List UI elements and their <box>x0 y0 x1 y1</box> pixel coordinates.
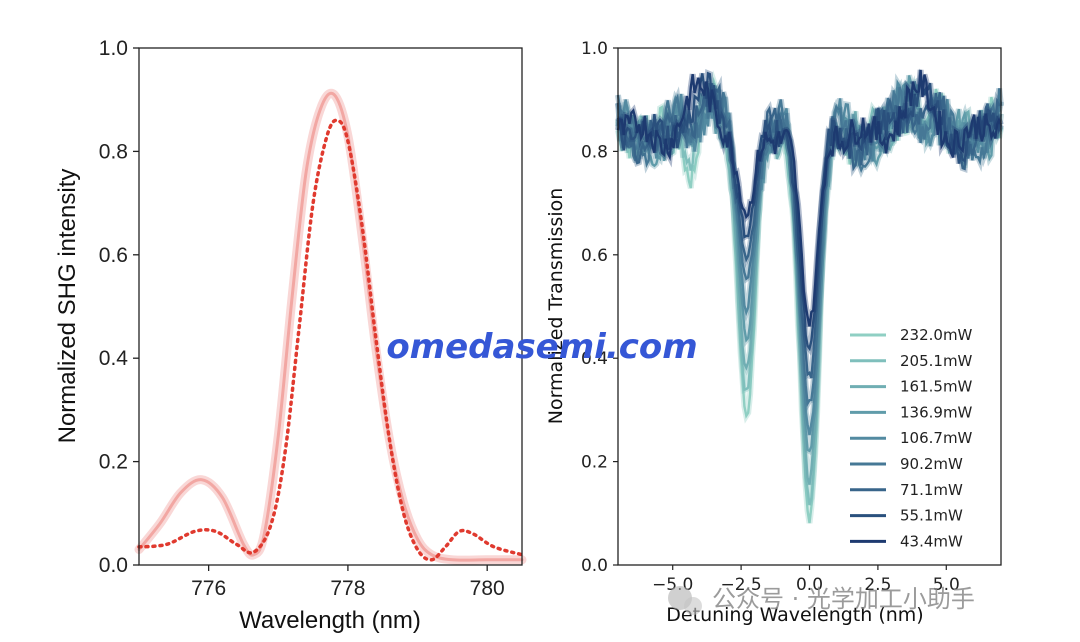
right-y-tick-label: 0.4 <box>581 349 608 369</box>
left-chart: 776 778 780 0.0 0.2 0.4 0.6 0.8 1.0 Wavelength … <box>54 37 527 634</box>
legend-label: 205.1mW <box>900 352 973 370</box>
left-x-tick-label: 780 <box>470 577 505 600</box>
left-x-ticks: 776 778 780 <box>191 565 505 600</box>
legend-label: 55.1mW <box>900 507 963 525</box>
right-chart: −5.0 −2.5 0.0 2.5 5.0 0.00.20.40.60.81.0 232… <box>545 39 1004 626</box>
right-y-tick-label: 0.6 <box>581 246 608 266</box>
left-x-axis-label: Wavelength (nm) <box>239 607 421 634</box>
wechat-logo-icon-2 <box>684 597 702 615</box>
left-x-tick-label: 778 <box>330 577 365 600</box>
left-y-tick-label: 1.0 <box>99 37 128 60</box>
left-series-measured-line <box>137 91 524 562</box>
left-y-ticks: 0.0 0.2 0.4 0.6 0.8 1.0 <box>99 37 139 577</box>
wechat-account-label: 公众号 · 光学加工小助手 <box>712 585 975 613</box>
left-series-simulation-line <box>137 118 524 562</box>
right-y-tick-label: 0.8 <box>581 142 608 162</box>
left-series-layer <box>134 88 527 565</box>
left-y-tick-label: 0.2 <box>99 451 128 474</box>
left-y-tick-label: 0.0 <box>99 554 128 577</box>
watermark-text: omedasemi.com <box>386 327 697 367</box>
right-x-axis-label: Detuning Wavelength (nm) <box>666 604 923 626</box>
legend-label: 136.9mW <box>900 403 973 421</box>
right-x-tick-label: −2.5 <box>720 575 761 595</box>
right-y-tick-label: 0.0 <box>581 556 608 576</box>
right-legend: 232.0mW 205.1mW 161.5mW 136.9mW 106.7mW 90.2m… <box>842 321 992 558</box>
left-y-tick-label: 0.6 <box>99 244 128 267</box>
right-x-tick-label: 0.0 <box>796 575 823 595</box>
left-y-tick-label: 0.8 <box>99 140 128 163</box>
right-y-ticks: 0.0 0.2 0.4 0.6 0.8 1.0 <box>581 39 618 576</box>
legend-label: 90.2mW <box>900 455 963 473</box>
left-x-tick-label: 776 <box>191 577 226 600</box>
right-series-line <box>616 69 1003 327</box>
right-x-tick-label: 2.5 <box>864 575 891 595</box>
left-y-axis-label: Normalized SHG intensity <box>54 169 81 444</box>
right-series-layer <box>615 68 1004 524</box>
legend-label: 43.4mW <box>900 532 963 550</box>
right-series-line <box>616 71 1003 352</box>
legend-label: 232.0mW <box>900 326 973 344</box>
right-x-tick-label: 5.0 <box>933 575 960 595</box>
legend-label: 71.1mW <box>900 481 963 499</box>
right-y-axis-label: Normalized Transmission <box>545 188 567 425</box>
legend-label: 106.7mW <box>900 429 973 447</box>
wechat-overlay: 公众号 · 光学加工小助手 <box>668 585 975 615</box>
right-y-tick-label: 1.0 <box>581 39 608 59</box>
legend-label: 161.5mW <box>900 378 973 396</box>
left-plot-frame <box>138 47 523 566</box>
right-y-tick-label: 0.2 <box>581 453 608 473</box>
left-y-tick-label: 0.4 <box>99 347 129 370</box>
